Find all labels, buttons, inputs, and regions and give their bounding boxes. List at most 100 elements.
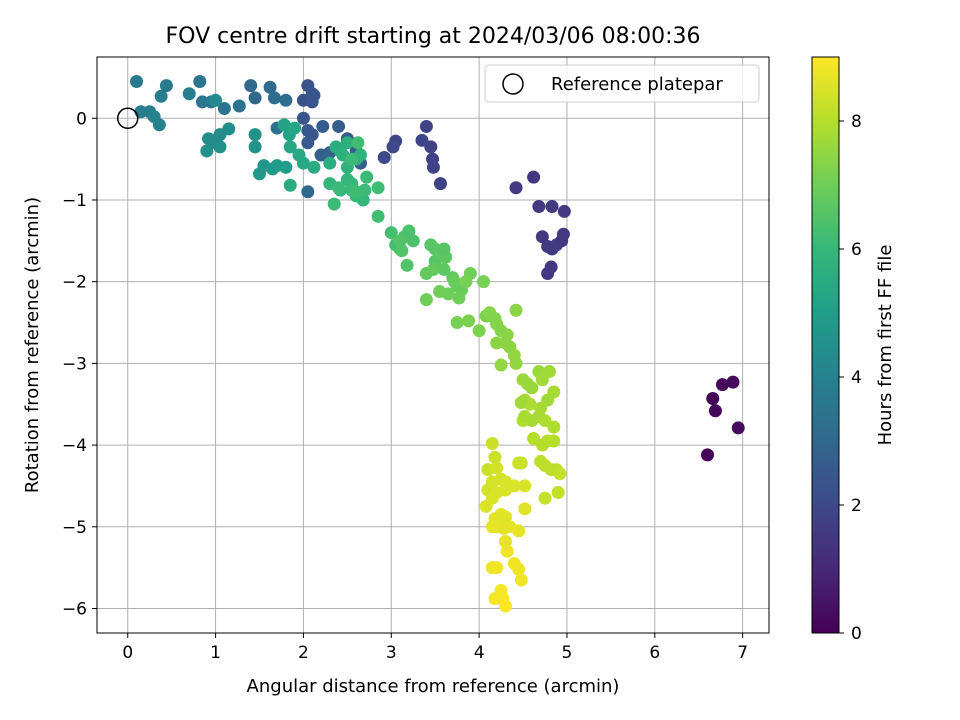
y-tick-label: −2 <box>62 273 87 293</box>
colorbar-ticks: 0 2 4 6 8 <box>839 112 862 644</box>
data-point <box>283 140 297 154</box>
data-point <box>393 234 407 248</box>
data-point <box>327 197 341 211</box>
data-point <box>130 75 144 89</box>
data-point <box>419 119 433 133</box>
data-point <box>541 267 555 281</box>
data-point <box>154 89 168 103</box>
data-point <box>500 544 514 558</box>
data-point <box>386 140 400 154</box>
data-point <box>527 170 541 184</box>
data-point <box>498 510 512 524</box>
data-point <box>371 181 385 195</box>
data-point <box>406 234 420 248</box>
data-point <box>351 136 365 150</box>
data-point <box>525 381 539 395</box>
data-point <box>512 562 526 576</box>
data-point <box>437 262 451 276</box>
data-point <box>542 365 556 379</box>
data-point <box>301 185 315 199</box>
colorbar-gradient <box>811 56 840 634</box>
data-point <box>494 358 508 372</box>
x-axis-ticks: 0 1 2 3 4 5 6 7 <box>122 633 748 663</box>
data-point <box>433 177 447 191</box>
data-point <box>509 303 523 317</box>
data-point <box>512 456 526 470</box>
data-point <box>323 156 337 170</box>
data-point <box>485 561 499 575</box>
data-point <box>267 91 281 105</box>
colorbar-tick-label: 8 <box>851 112 862 132</box>
data-point <box>248 91 262 105</box>
x-tick-label: 1 <box>210 643 221 663</box>
y-axis-label: Rotation from reference (arcmin) <box>22 197 43 493</box>
x-tick-label: 5 <box>562 643 573 663</box>
chart-title: FOV centre drift starting at 2024/03/06 … <box>166 24 701 49</box>
data-point <box>283 178 297 192</box>
data-point <box>182 87 196 101</box>
data-point <box>479 499 493 513</box>
x-tick-label: 4 <box>474 643 485 663</box>
y-tick-label: −5 <box>62 518 87 538</box>
data-point <box>433 284 447 298</box>
data-point <box>244 79 258 93</box>
data-point <box>332 119 346 133</box>
data-point <box>472 324 486 338</box>
x-tick-label: 2 <box>298 643 309 663</box>
data-point <box>706 392 720 406</box>
data-point <box>459 275 473 289</box>
y-tick-label: −3 <box>62 354 87 374</box>
data-point <box>263 80 277 94</box>
data-point <box>547 385 561 399</box>
data-point <box>193 75 207 89</box>
colorbar-label: Hours from first FF file <box>875 245 896 446</box>
x-tick-label: 6 <box>649 643 660 663</box>
data-points <box>130 75 745 613</box>
data-point <box>152 118 166 132</box>
data-point <box>726 375 740 389</box>
data-point <box>316 119 330 133</box>
data-point <box>248 140 262 154</box>
data-point <box>488 450 502 464</box>
data-point <box>498 336 512 350</box>
x-tick-label: 3 <box>386 643 397 663</box>
data-point <box>384 226 398 240</box>
data-point <box>232 99 246 113</box>
data-point <box>248 128 262 142</box>
x-axis-label: Angular distance from reference (arcmin) <box>247 676 620 697</box>
data-point <box>415 133 429 147</box>
grid <box>97 57 769 633</box>
data-point <box>159 79 173 93</box>
data-point <box>305 95 319 109</box>
data-point <box>509 181 523 195</box>
y-tick-label: 0 <box>76 109 87 129</box>
data-point <box>402 224 416 238</box>
colorbar-tick-label: 2 <box>851 496 862 516</box>
data-point <box>553 467 567 481</box>
data-point <box>518 502 532 516</box>
colorbar: 0 2 4 6 8 Hours from first FF file <box>811 56 896 644</box>
data-point <box>557 204 571 218</box>
data-point <box>349 185 363 199</box>
data-point <box>532 200 546 214</box>
plot-area: 0 1 2 3 4 5 6 7 0 −1 −2 −3 −4 −5 −6 <box>62 56 770 663</box>
legend-label: Reference platepar <box>551 74 723 95</box>
data-point <box>701 448 715 462</box>
data-point <box>395 244 409 258</box>
data-point <box>498 534 512 548</box>
plot-frame <box>96 56 770 634</box>
data-point <box>332 181 346 195</box>
data-point <box>277 118 291 132</box>
data-point <box>253 167 267 181</box>
data-point <box>551 485 565 499</box>
data-point <box>514 573 528 587</box>
data-point <box>377 150 391 164</box>
data-point <box>512 524 526 538</box>
data-point <box>345 152 359 166</box>
data-point <box>477 275 491 289</box>
data-point <box>509 356 523 370</box>
data-point <box>507 479 521 493</box>
data-point <box>279 93 293 107</box>
data-point <box>213 140 227 154</box>
y-axis-ticks: 0 −1 −2 −3 −4 −5 −6 <box>62 109 97 619</box>
